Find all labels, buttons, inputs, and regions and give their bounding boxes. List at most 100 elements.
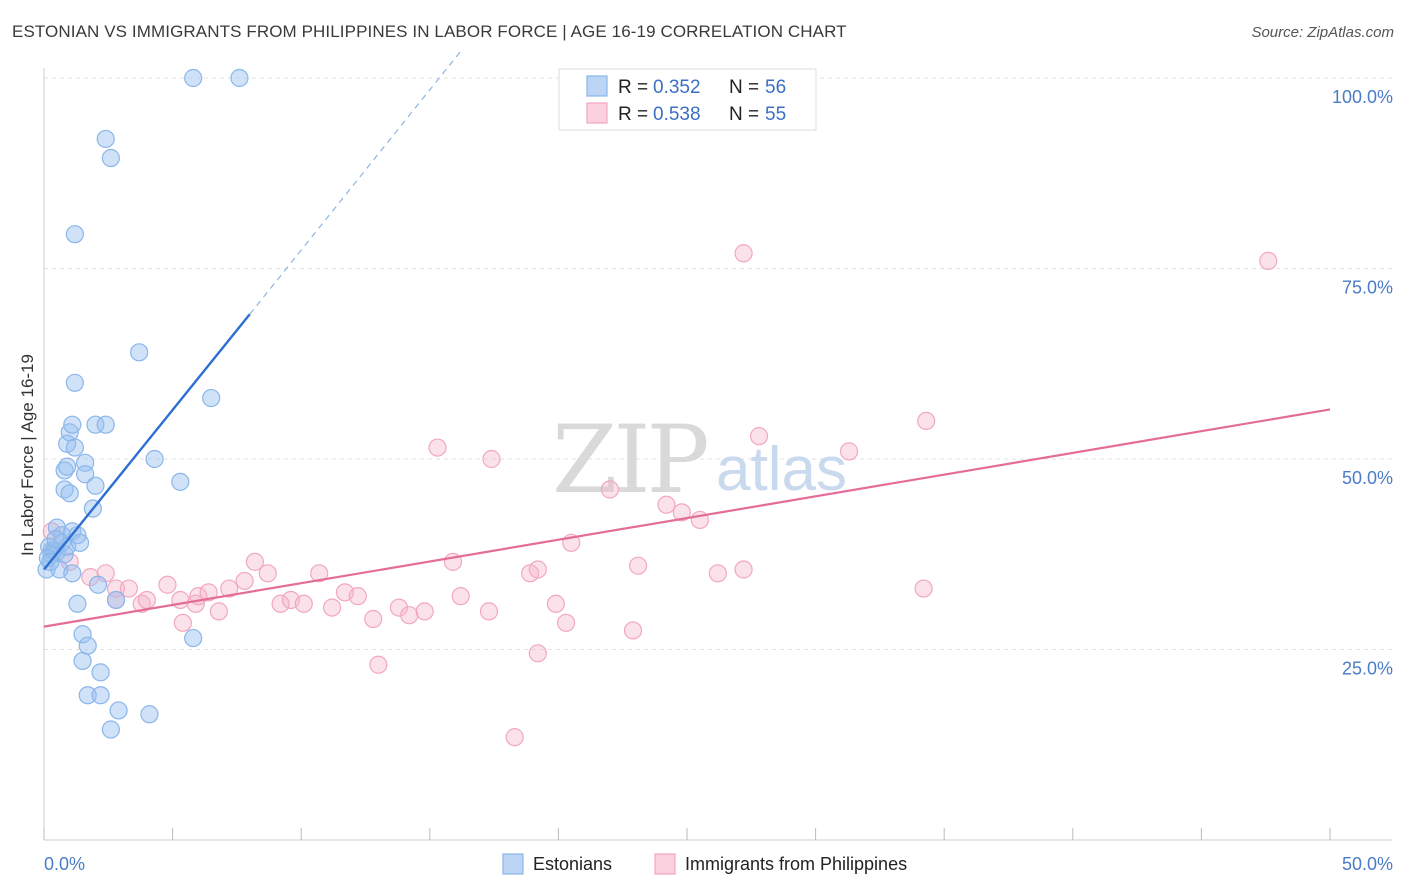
point-estonians [106,590,126,610]
point-philippines [158,575,177,594]
y-tick-label: 25.0% [1342,659,1393,679]
point-philippines [1259,251,1278,270]
point-estonians [86,476,105,495]
trend-line-philippines [43,408,1331,628]
point-philippines [917,411,936,430]
legend-r-label-1: R = [618,77,648,98]
point-philippines [451,587,470,606]
point-estonians [109,701,128,720]
point-philippines [505,728,524,747]
point-philippines [137,590,156,610]
watermark: ZIP atlas [552,406,847,515]
point-estonians [230,68,249,88]
point-estonians [171,472,190,491]
point-estonians [184,68,203,88]
bottom-legend-estonians: Estonians [533,854,612,874]
point-estonians [58,457,77,476]
point-philippines [914,579,933,598]
bottom-legend-swatch-estonians [502,853,524,875]
point-philippines [482,449,501,469]
point-estonians [184,628,203,648]
point-philippines [199,583,218,602]
point-philippines [657,495,676,514]
point-philippines [235,571,254,591]
point-estonians [91,663,110,682]
point-philippines [348,587,367,606]
point-estonians [88,575,108,594]
point-philippines [629,556,648,575]
point-estonians [86,415,105,434]
legend-swatch-philippines [586,102,608,124]
point-philippines [708,564,727,583]
series-legend: Estonians Immigrants from Philippines [502,853,907,875]
series-estonians-points [37,68,249,739]
axes [43,68,1392,841]
point-estonians [101,148,120,168]
chart-title: ESTONIAN VS IMMIGRANTS FROM PHILIPPINES … [12,22,847,41]
legend-n-label-1: N = [729,77,759,98]
point-philippines [220,579,239,598]
trend-line-estonians [43,313,251,571]
y-tick-label: 75.0% [1342,278,1393,298]
y-tick-label: 50.0% [1342,468,1393,488]
legend-r-value-1: 0.352 [653,77,701,98]
point-philippines [245,552,265,571]
point-philippines [600,480,619,499]
point-philippines [322,598,342,617]
trend-lines [43,50,1331,628]
point-philippines [479,602,499,621]
point-philippines [209,602,228,621]
y-tick-labels: 100.0% 75.0% 50.0% 25.0% [1332,87,1393,679]
point-estonians [140,705,159,724]
point-estonians [96,415,115,434]
point-estonians [101,720,120,739]
point-estonians [70,533,90,552]
trend-line-estonians-extension [249,50,462,315]
x-tick-label: 0.0% [44,854,85,874]
x-tick-labels: 0.0% 50.0% [44,854,1393,874]
point-philippines [271,594,290,613]
point-estonians [65,373,84,392]
point-philippines [258,564,277,583]
point-philippines [171,590,190,610]
correlation-legend: R = 0.352 N = 56 R = 0.538 N = 55 [558,68,817,131]
point-estonians [73,625,92,644]
point-philippines [839,442,859,461]
series-philippines-points [42,244,1278,747]
point-philippines [389,598,409,617]
point-estonians [63,415,82,434]
watermark-zip: ZIP [552,406,706,515]
point-estonians [65,225,84,244]
point-philippines [528,644,547,663]
legend-r-value-2: 0.538 [653,104,701,125]
point-estonians [78,636,97,655]
legend-n-value-2: 55 [765,104,786,125]
point-philippines [119,579,138,598]
point-estonians [76,465,95,484]
point-estonians [145,449,164,469]
source-credit: Source: ZipAtlas.com [1251,24,1394,41]
point-philippines [528,560,547,579]
point-philippines [415,602,434,621]
point-philippines [749,427,769,446]
point-philippines [672,503,691,522]
watermark-atlas: atlas [716,435,847,504]
point-philippines [623,621,643,640]
point-philippines [310,564,329,583]
point-philippines [546,594,565,613]
point-estonians [202,388,221,408]
point-estonians [130,343,149,362]
x-tick-label: 50.0% [1342,854,1393,874]
point-philippines [734,244,753,263]
point-philippines [428,438,447,457]
point-estonians [78,686,97,705]
point-estonians [63,564,82,583]
point-philippines [173,613,192,632]
point-philippines [369,655,388,674]
y-tick-label: 100.0% [1332,87,1393,107]
legend-swatch-estonians [586,75,608,97]
legend-n-value-1: 56 [765,77,786,98]
point-philippines [81,568,100,587]
bottom-legend-philippines: Immigrants from Philippines [685,854,907,874]
